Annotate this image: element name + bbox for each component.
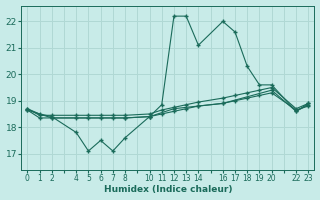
X-axis label: Humidex (Indice chaleur): Humidex (Indice chaleur) [104, 185, 232, 194]
